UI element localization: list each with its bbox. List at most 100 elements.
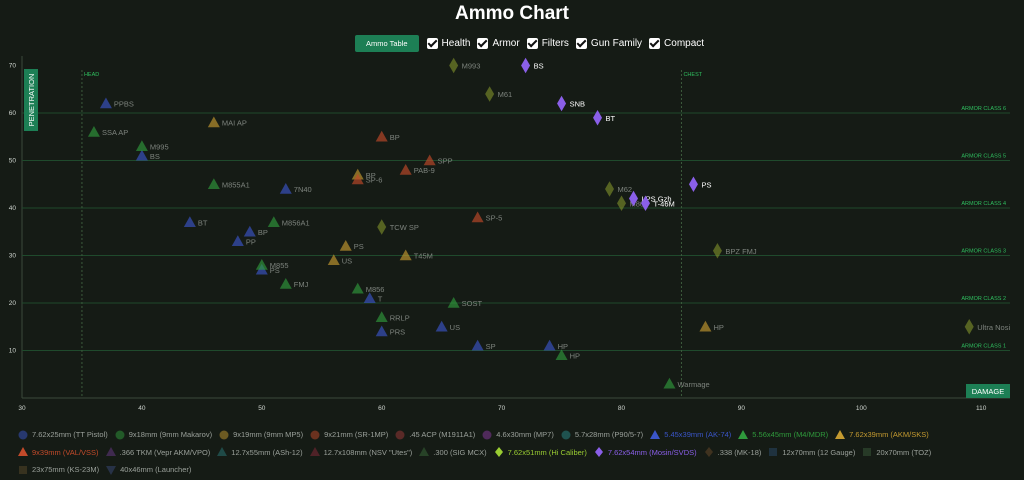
option-armor[interactable]: Armor <box>477 37 520 49</box>
data-point-label: M61 <box>498 90 513 99</box>
y-axis-title: PENETRATION <box>27 74 36 127</box>
legend-item[interactable]: 9x39mm (VAL/VSS) <box>18 445 99 460</box>
armor-class-label: ARMOR CLASS 6 <box>961 106 1006 112</box>
legend-label: 7.62x51mm (Hi Caliber) <box>507 447 587 457</box>
legend-label: 9x19mm (9mm MP5) <box>233 430 304 439</box>
legend-marker-icon <box>704 447 713 457</box>
data-point <box>471 339 484 351</box>
scatter-chart[interactable]: ARMOR CLASS 1 ARMOR CLASS 2 ARMOR CLASS 3 A… <box>0 0 1024 425</box>
data-point <box>267 216 280 228</box>
data-point <box>557 95 567 112</box>
legend-item[interactable]: 23x75mm (KS-23M) <box>18 462 99 477</box>
data-point-label: T-46M <box>653 199 674 208</box>
legend-item[interactable]: 7.62x39mm (AKM/SKS) <box>835 427 929 442</box>
checkbox-armor[interactable] <box>477 37 489 49</box>
legend-label: .366 TKM (Vepr AKM/VPO) <box>119 447 211 457</box>
data-point-label: LPS Gzh <box>642 195 672 204</box>
data-point-label: BS <box>150 152 160 161</box>
data-point <box>964 318 974 335</box>
legend-label: .45 ACP (M1911A1) <box>409 430 476 439</box>
legend-item[interactable]: .338 (MK-18) <box>704 445 761 460</box>
legend-marker-icon <box>309 447 320 456</box>
legend-marker-icon <box>395 430 405 439</box>
legend-item[interactable]: 5.7x28mm (P90/5-7) <box>561 427 643 442</box>
checkbox-filters[interactable] <box>526 37 538 49</box>
legend-marker-icon <box>769 448 778 456</box>
legend-item[interactable]: 5.56x45mm (M4/MDR) <box>738 427 828 442</box>
armor-class-label: ARMOR CLASS 3 <box>961 249 1006 255</box>
legend-item[interactable]: 7.62x54mm (Mosin/SVDS) <box>594 445 697 460</box>
legend-item[interactable]: 40x46mm (Launcher) <box>106 462 191 477</box>
legend-item[interactable]: 9x19mm (9mm MP5) <box>219 427 303 442</box>
legend-item[interactable]: 9x21mm (SR-1MP) <box>310 427 388 442</box>
data-point <box>255 259 268 270</box>
legend-item[interactable]: .300 (SIG MCX) <box>419 445 487 460</box>
legend-marker-icon <box>835 429 846 439</box>
legend-item[interactable]: .366 TKM (Vepr AKM/VPO) <box>105 445 211 460</box>
legend-label: 12x70mm (12 Gauge) <box>782 447 856 457</box>
option-health[interactable]: Health <box>426 37 470 49</box>
legend-label: 12.7x108mm (NSV "Utes") <box>323 447 413 457</box>
chart-title: Ammo Chart <box>454 3 569 24</box>
x-axis-title: DAMAGE <box>972 387 1005 396</box>
data-point-label: PS <box>354 242 364 251</box>
data-point <box>339 240 352 251</box>
legend-item[interactable]: 12x70mm (12 Gauge) <box>768 445 855 460</box>
legend-label: 7.62x25mm (TT Pistol) <box>32 430 108 439</box>
option-filters[interactable]: Filters <box>526 37 569 49</box>
legend-item[interactable]: 20x70mm (TOZ) <box>862 445 931 460</box>
legend-marker-icon <box>419 447 430 456</box>
data-point <box>399 249 412 261</box>
checkbox-gun-family[interactable] <box>575 37 587 49</box>
checkbox-compact[interactable] <box>649 37 661 49</box>
data-point <box>629 190 639 207</box>
data-point <box>363 292 376 304</box>
data-point-label: T <box>378 294 383 303</box>
x-tick-label: 30 <box>18 405 26 412</box>
x-tick-label: 60 <box>378 405 386 412</box>
data-point <box>485 86 495 102</box>
legend-marker-icon <box>217 447 228 456</box>
legend-marker-icon <box>594 447 603 457</box>
checkbox-health[interactable] <box>426 37 438 49</box>
option-gun-family[interactable]: Gun Family <box>575 37 642 49</box>
data-point-label: PS <box>701 180 711 189</box>
data-point-label: M855A1 <box>222 180 250 189</box>
legend-label: 4.6x30mm (MP7) <box>496 430 554 439</box>
legend-item[interactable]: 5.45x39mm (AK-74) <box>650 427 731 442</box>
data-point-label: BT <box>606 114 616 123</box>
legend-item[interactable]: 12.7x108mm (NSV "Utes") <box>309 445 413 460</box>
legend-item[interactable]: .45 ACP (M1911A1) <box>395 427 475 442</box>
legend-marker-icon <box>19 465 27 474</box>
legend-item[interactable]: 12.7x55mm (ASh-12) <box>217 445 303 460</box>
data-point <box>375 130 388 142</box>
data-point-label: TCW SP <box>390 223 419 232</box>
legend-item[interactable]: 7.62x25mm (TT Pistol) <box>18 427 108 442</box>
data-point-label: HP <box>558 342 568 351</box>
y-tick-label: 70 <box>9 63 17 70</box>
data-point <box>593 109 603 126</box>
legend: 7.62x25mm (TT Pistol) 9x18mm (9mm Makarov… <box>18 427 1018 480</box>
y-tick-label: 10 <box>9 348 17 355</box>
legend-item[interactable]: 9x18mm (9mm Makarov) <box>115 427 212 442</box>
legend-marker-icon <box>482 430 492 439</box>
option-armor-label: Armor <box>492 37 520 49</box>
data-point-label: BP <box>258 228 268 237</box>
data-point <box>447 297 460 308</box>
data-point <box>375 311 388 323</box>
legend-item[interactable]: 7.62x51mm (Hi Caliber) <box>494 445 587 460</box>
legend-marker-icon <box>219 430 229 439</box>
data-point <box>375 325 388 337</box>
data-point-label: BPZ FMJ <box>725 247 756 256</box>
legend-marker-icon <box>105 447 116 456</box>
data-point <box>135 140 148 152</box>
data-point-label: PRS <box>390 328 405 337</box>
ammo-table-button[interactable]: Ammo Table <box>355 34 419 52</box>
option-compact[interactable]: Compact <box>649 37 704 49</box>
legend-item[interactable]: 4.6x30mm (MP7) <box>482 427 554 442</box>
data-point-label: BT <box>198 218 208 227</box>
data-point <box>231 235 244 247</box>
data-point-label: SOST <box>462 299 483 308</box>
armor-class-label: ARMOR CLASS 1 <box>961 344 1006 350</box>
data-point <box>605 181 615 197</box>
